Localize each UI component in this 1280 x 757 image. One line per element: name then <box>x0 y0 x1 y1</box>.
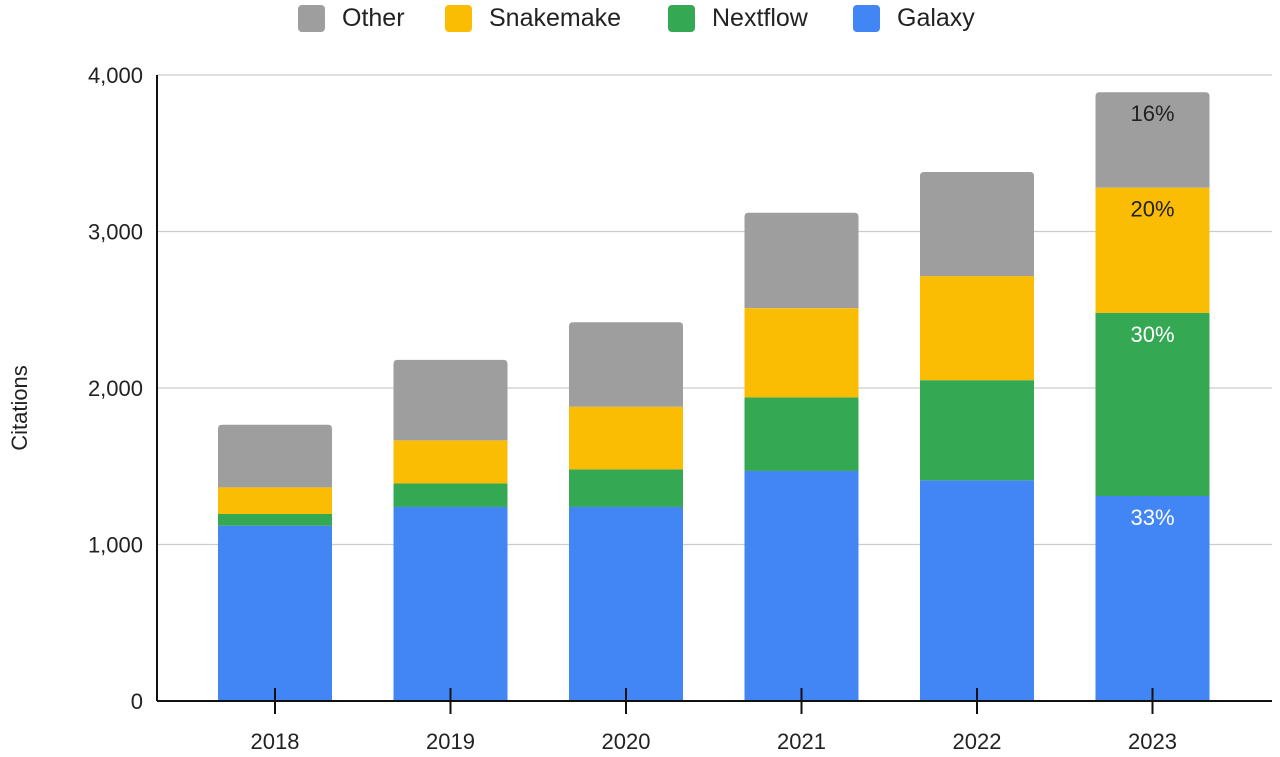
data-label-other-2023: 16% <box>1130 101 1174 126</box>
y-tick-label: 0 <box>131 689 143 714</box>
bar-other-2018[interactable] <box>218 424 332 488</box>
x-tick-label: 2022 <box>953 729 1002 754</box>
legend-label-galaxy: Galaxy <box>897 4 975 32</box>
bars <box>218 92 1210 701</box>
legend-label-snakemake: Snakemake <box>489 4 622 32</box>
legend-label-nextflow: Nextflow <box>712 4 808 32</box>
bar-other-2020[interactable] <box>569 322 683 407</box>
x-tick-label: 2019 <box>426 729 475 754</box>
data-label-galaxy-2023: 33% <box>1130 505 1174 530</box>
legend-swatch-other <box>298 5 325 32</box>
legend-item-galaxy[interactable]: Galaxy <box>853 4 975 33</box>
y-tick-label: 1,000 <box>88 533 143 558</box>
bar-nextflow-2021[interactable] <box>744 397 859 471</box>
bar-galaxy-2022[interactable] <box>920 480 1034 701</box>
y-tick-label: 4,000 <box>88 63 143 88</box>
bar-snakemake-2023[interactable] <box>1095 187 1210 313</box>
legend-item-other[interactable]: Other <box>298 4 405 33</box>
bar-galaxy-2019[interactable] <box>393 506 508 701</box>
legend-swatch-snakemake <box>445 5 472 32</box>
bar-nextflow-2023[interactable] <box>1095 312 1210 496</box>
bar-galaxy-2020[interactable] <box>569 506 683 701</box>
bar-other-2023[interactable] <box>1095 92 1210 188</box>
data-labels: 33% 30% 20% 16% <box>1130 101 1174 530</box>
data-label-nextflow-2023: 30% <box>1130 322 1174 347</box>
bar-snakemake-2018[interactable] <box>218 487 332 514</box>
x-tick-label: 2023 <box>1128 729 1177 754</box>
data-label-snakemake-2023: 20% <box>1130 197 1174 222</box>
legend-swatch-galaxy <box>853 5 880 32</box>
y-tick-label: 2,000 <box>88 376 143 401</box>
y-tick-label: 3,000 <box>88 220 143 245</box>
gridlines <box>157 74 1272 546</box>
bar-galaxy-2023[interactable] <box>1095 495 1210 701</box>
bar-nextflow-2019[interactable] <box>393 483 508 507</box>
axes: 0 1,000 2,000 3,000 4,000 2018 2019 2020 2021 202… <box>88 63 1272 754</box>
bar-snakemake-2019[interactable] <box>393 440 508 484</box>
legend-label-other: Other <box>342 4 405 32</box>
legend: Other Snakemake Nextflow Galaxy <box>0 0 1280 40</box>
x-tick-label: 2018 <box>251 729 300 754</box>
bar-galaxy-2021[interactable] <box>744 470 859 701</box>
bar-nextflow-2020[interactable] <box>569 469 683 507</box>
bar-galaxy-2018[interactable] <box>218 525 332 701</box>
bar-other-2021[interactable] <box>744 212 859 309</box>
bar-nextflow-2018[interactable] <box>218 513 332 526</box>
legend-item-snakemake[interactable]: Snakemake <box>445 4 621 33</box>
legend-item-nextflow[interactable]: Nextflow <box>668 4 808 33</box>
x-tick-label: 2020 <box>602 729 651 754</box>
bar-nextflow-2022[interactable] <box>920 380 1034 481</box>
bar-snakemake-2021[interactable] <box>744 308 859 398</box>
x-tick-label: 2021 <box>777 729 826 754</box>
bar-other-2019[interactable] <box>393 359 508 441</box>
bar-snakemake-2022[interactable] <box>920 276 1034 381</box>
bar-snakemake-2020[interactable] <box>569 406 683 470</box>
bar-other-2022[interactable] <box>920 172 1034 277</box>
legend-swatch-nextflow <box>668 5 695 32</box>
